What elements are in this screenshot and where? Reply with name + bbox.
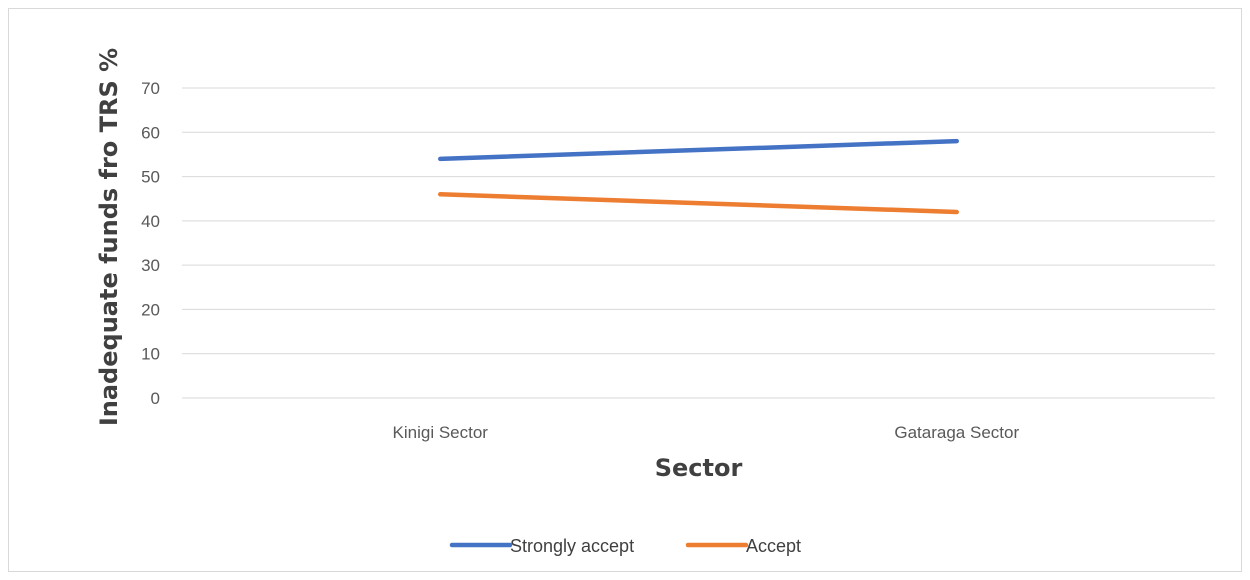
series-line-0 bbox=[438, 138, 959, 162]
y-axis-title: Inadequate funds fro TRS % bbox=[95, 48, 123, 426]
series-line-1 bbox=[438, 192, 959, 215]
gridlines bbox=[182, 87, 1215, 399]
y-tick-label: 70 bbox=[141, 79, 160, 98]
y-tick-label: 0 bbox=[151, 389, 160, 408]
chart-frame bbox=[8, 8, 1242, 572]
x-axis-title: Sector bbox=[655, 454, 743, 482]
legend: Strongly accept Accept bbox=[449, 536, 801, 556]
x-axis-ticks: Kinigi Sector Gataraga Sector bbox=[393, 423, 1020, 442]
legend-label: Accept bbox=[746, 536, 801, 556]
legend-label: Strongly accept bbox=[510, 536, 634, 556]
x-tick-label: Gataraga Sector bbox=[894, 423, 1019, 442]
y-tick-label: 60 bbox=[141, 123, 160, 142]
y-tick-label: 40 bbox=[141, 212, 160, 231]
y-tick-label: 30 bbox=[141, 256, 160, 275]
x-tick-label: Kinigi Sector bbox=[393, 423, 489, 442]
y-axis-ticks: 0 10 20 30 40 50 60 70 bbox=[141, 79, 160, 408]
y-tick-label: 10 bbox=[141, 345, 160, 364]
series-lines bbox=[438, 138, 959, 215]
y-tick-label: 50 bbox=[141, 168, 160, 187]
y-tick-label: 20 bbox=[141, 300, 160, 319]
